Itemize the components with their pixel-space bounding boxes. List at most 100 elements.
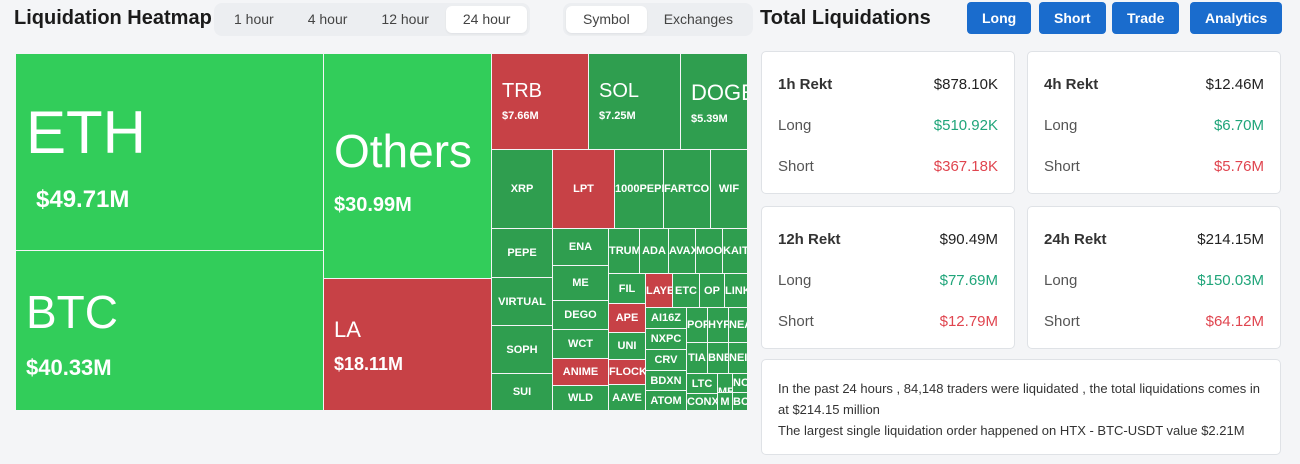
time-option-24h[interactable]: 24 hour [445, 6, 528, 33]
tile-symbol: POPCAT [687, 319, 708, 331]
tile-symbol: DOGE [691, 80, 747, 105]
heatmap-tile[interactable]: NEIRO [728, 342, 748, 374]
view-option-exchanges[interactable]: Exchanges [663, 11, 733, 27]
heatmap-tile[interactable]: ME [552, 265, 609, 301]
tile-symbol: LTC [691, 377, 713, 390]
heatmap-tile[interactable]: MOODENG [695, 228, 723, 274]
time-option-4h[interactable]: 4 hour [307, 11, 348, 27]
heatmap-tile[interactable]: CONX [686, 393, 718, 411]
tile-symbol: BCH [733, 395, 747, 408]
view-option-symbol[interactable]: Symbol [566, 6, 647, 33]
heatmap-tile[interactable]: LAYER [645, 273, 673, 308]
heatmap-tile[interactable]: FIL [608, 273, 646, 304]
card-total: $214.15M [1197, 231, 1264, 248]
short-value: $64.12M [1205, 313, 1264, 330]
tile-symbol: ETH [26, 99, 146, 166]
tile-symbol: ME [572, 277, 589, 289]
summary-total-text: In the past 24 hours , 84,148 traders we… [778, 381, 1261, 417]
tile-value: $5.39M [691, 113, 728, 125]
card-total: $90.49M [939, 231, 998, 248]
heatmap-tile[interactable]: SOL $7.25M [588, 53, 681, 150]
heatmap-tile[interactable]: ANIME [552, 358, 609, 386]
heatmap-tile[interactable]: KAITO [722, 228, 748, 274]
heatmap-tile[interactable]: TRB $7.66M [491, 53, 589, 150]
tile-symbol: AVAX [669, 245, 696, 257]
heatmap-tile[interactable]: BDXN [645, 370, 687, 391]
heatmap-tile[interactable]: LA $18.11M [323, 278, 492, 411]
tile-symbol: DEGO [564, 309, 597, 321]
card-period: 4h Rekt [1044, 76, 1099, 93]
heatmap-tile[interactable]: DEGO [552, 300, 609, 330]
heatmap-tile[interactable]: OP [699, 273, 725, 308]
time-option-12h[interactable]: 12 hour [381, 11, 429, 27]
heatmap-tile[interactable]: LTC [686, 373, 718, 394]
card-header: 24h Rekt $214.15M [1044, 231, 1264, 248]
heatmap-tile[interactable]: UNI [608, 332, 646, 360]
heatmap-tile[interactable]: FARTCOIN [663, 149, 711, 229]
tile-symbol: WLD [567, 392, 594, 404]
long-label: Long [778, 117, 812, 134]
heatmap-tile[interactable]: SOPH [491, 325, 553, 374]
short-button[interactable]: Short [1039, 2, 1106, 34]
heatmap-tile[interactable]: AVAX [668, 228, 696, 274]
heatmap-tile[interactable]: LPT [552, 149, 615, 229]
card-total: $12.46M [1205, 76, 1264, 93]
heatmap-tile[interactable]: HYPE [707, 307, 729, 343]
tile-symbol: BTC [26, 286, 118, 338]
analytics-button[interactable]: Analytics [1190, 2, 1283, 34]
tile-symbol: WIF [718, 183, 740, 195]
heatmap-tile[interactable]: VIRTUAL [491, 277, 553, 326]
heatmap-tile[interactable]: AAVE [608, 384, 646, 411]
heatmap-tile[interactable]: XRP [491, 149, 553, 229]
total-liquidations-title: Total Liquidations [760, 7, 931, 29]
time-range-selector: 1 hour 4 hour 12 hour 24 hour [214, 3, 531, 36]
heatmap-tile[interactable]: FLOCK [608, 359, 646, 385]
tile-symbol: M [720, 395, 730, 408]
heatmap-tile[interactable]: WLD [552, 385, 609, 411]
heatmap-tile[interactable]: DOGE $5.39M [680, 53, 748, 150]
heatmap-tile[interactable]: TRUMP [608, 228, 640, 274]
heatmap-tile[interactable]: NEAR [728, 307, 748, 343]
card-long-row: Long $77.69M [778, 272, 998, 289]
tile-symbol: ADA [642, 245, 666, 257]
heatmap-tile[interactable]: POPCAT [686, 307, 708, 343]
heatmap-tile[interactable]: Others $30.99M [323, 53, 492, 279]
heatmap-tile[interactable]: SUI [491, 373, 553, 411]
heatmap-tile[interactable]: ETC [672, 273, 700, 308]
tile-symbol: LPT [573, 183, 594, 195]
heatmap-tile[interactable]: CRV [645, 349, 687, 371]
heatmap-tile[interactable]: BTC $40.33M [15, 250, 324, 411]
tile-symbol: SOL [599, 80, 640, 102]
heatmap-tile[interactable]: TIA [686, 342, 708, 374]
card-period: 12h Rekt [778, 231, 841, 248]
trade-button[interactable]: Trade [1112, 2, 1180, 34]
heatmap-tile[interactable]: NXPC [645, 328, 687, 350]
tile-symbol: NEAR [729, 319, 747, 331]
heatmap-tile[interactable]: 1000PEPE [614, 149, 664, 229]
heatmap-tile[interactable]: WIF [710, 149, 748, 229]
time-option-1h[interactable]: 1 hour [234, 11, 274, 27]
short-label: Short [1044, 313, 1080, 330]
tile-symbol: FLOCK [609, 366, 646, 378]
heatmap-tile[interactable]: APE [608, 303, 646, 333]
rekt-card-12h: 12h Rekt $90.49M Long $77.69M Short $12.79M [761, 206, 1015, 349]
heatmap-tile[interactable]: M [717, 392, 733, 411]
tile-symbol: NXPC [650, 333, 682, 345]
heatmap-tile[interactable]: WCT [552, 329, 609, 359]
heatmap-tile[interactable]: PEPE [491, 228, 553, 278]
heatmap-tile[interactable]: BNB [707, 342, 729, 374]
heatmap-tile[interactable]: ETH $49.71M [15, 53, 324, 251]
card-period: 24h Rekt [1044, 231, 1107, 248]
tile-symbol: BNB [708, 352, 728, 364]
heatmap-tile[interactable]: AI16Z [645, 307, 687, 329]
tile-symbol: ENA [568, 241, 593, 253]
heatmap-tile[interactable]: ENA [552, 228, 609, 266]
heatmap-tile[interactable]: ADA [639, 228, 669, 274]
heatmap-tile[interactable]: BCH [732, 392, 748, 411]
long-button[interactable]: Long [967, 2, 1032, 34]
heatmap-tile[interactable]: NOT [732, 373, 748, 393]
heatmap-tile[interactable]: ATOM [645, 390, 687, 411]
heatmap-tile[interactable]: LINK [724, 273, 748, 308]
card-header: 4h Rekt $12.46M [1044, 76, 1264, 93]
long-value: $77.69M [939, 272, 998, 289]
